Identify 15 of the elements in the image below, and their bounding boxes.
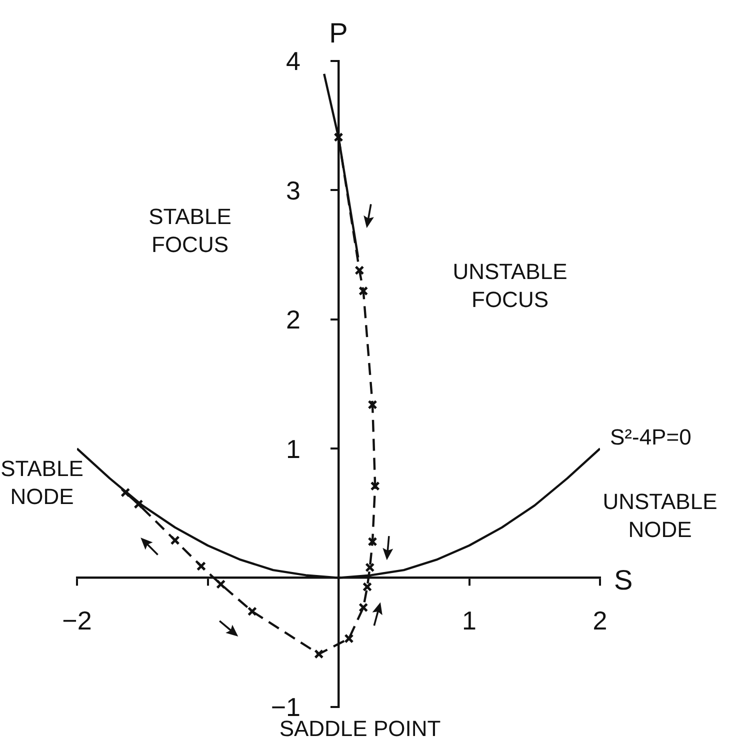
- text: UNSTABLE NODE: [602, 488, 718, 544]
- text: SADDLE POINT: [278, 716, 442, 743]
- y-tick-label: 4: [286, 46, 300, 76]
- y-axis-title: P: [329, 18, 348, 49]
- annotation: STABLE NODE: [0, 455, 84, 511]
- x-tick-label: −2: [62, 606, 92, 636]
- x-tick-label: 2: [592, 606, 608, 636]
- y-tick-label: 2: [286, 304, 300, 335]
- series-label: S²-4P=0: [610, 424, 692, 450]
- y-tick-label: 3: [286, 175, 300, 206]
- x-tick-label: 1: [462, 606, 476, 636]
- annotation: UNSTABLE FOCUS: [452, 258, 568, 314]
- x-axis-title: S: [614, 564, 633, 596]
- y-tick-label: 1: [286, 434, 300, 464]
- annotation: STABLE FOCUS: [148, 203, 232, 259]
